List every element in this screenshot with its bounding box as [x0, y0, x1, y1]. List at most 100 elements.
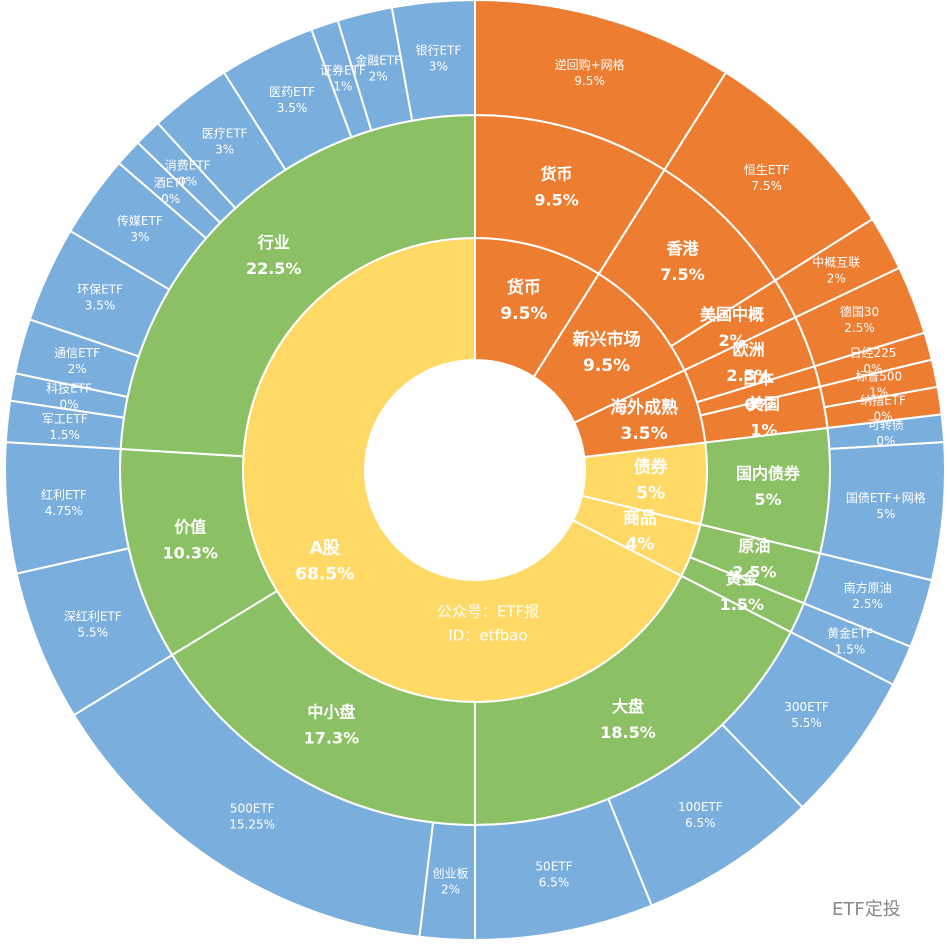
- segment-value: 68.5%: [295, 565, 354, 585]
- segment-label: 军工ETF: [42, 412, 88, 426]
- segment-label: 金融ETF: [355, 53, 401, 68]
- segment-value: 2.5%: [852, 597, 883, 611]
- segment-label: 50ETF: [535, 859, 572, 873]
- segment-value: 5.5%: [77, 626, 108, 640]
- segment-value: 6.5%: [685, 816, 716, 830]
- segment-value: 0%: [745, 395, 772, 414]
- segment-label: 原油: [738, 536, 770, 555]
- segment-label: 海外成熟: [610, 397, 678, 418]
- segment-label: 传媒ETF: [117, 213, 163, 228]
- segment-value: 18.5%: [600, 723, 656, 742]
- segment-value: 0%: [873, 410, 892, 424]
- watermark: ETF定投: [832, 899, 901, 920]
- segment-value: 2%: [369, 70, 388, 84]
- segment-label: 科技ETF: [46, 382, 92, 396]
- segment-value: 2%: [827, 271, 846, 285]
- segment-label: 医疗ETF: [202, 127, 248, 141]
- segment-label: 证券ETF: [320, 63, 366, 78]
- segment-label: 德国30: [840, 304, 879, 319]
- segment-label: 欧洲: [733, 340, 765, 359]
- segment-value: 3%: [429, 60, 448, 74]
- segment-value: 6.5%: [539, 875, 570, 889]
- segment-label: 可转债: [868, 417, 904, 432]
- segment-label: 商品: [623, 507, 657, 528]
- segment-label: 逆回购+网格: [555, 57, 625, 72]
- segment-label: 货币: [541, 165, 573, 184]
- rings: [4, 0, 946, 942]
- segment-label: 中小盘: [307, 702, 355, 721]
- segment-value: 9.5%: [583, 356, 630, 376]
- segment-value: 1%: [869, 386, 888, 400]
- center-note: ID：etfbao: [448, 627, 527, 645]
- segment-label: 货币: [507, 277, 541, 298]
- segment-label: 价值: [174, 518, 206, 537]
- segment-label: 通信ETF: [54, 346, 100, 360]
- segment-value: 7.5%: [751, 179, 782, 193]
- segment-value: 3.5%: [85, 299, 116, 313]
- segment-value: 7.5%: [660, 265, 704, 284]
- segment-label: 恒生ETF: [744, 163, 790, 177]
- segment-value: 3%: [130, 230, 149, 244]
- segment-label: 100ETF: [678, 800, 723, 814]
- segment-label: 中概互联: [812, 254, 860, 269]
- segment-value: 2.5%: [732, 562, 776, 581]
- segment-label: 黄金: [726, 569, 759, 588]
- segment-value: 22.5%: [246, 259, 302, 278]
- segment-value: 17.3%: [304, 728, 360, 747]
- segment-value: 5%: [754, 490, 781, 509]
- segment-label: 标普500: [855, 370, 902, 384]
- segment-value: 4.75%: [45, 504, 83, 518]
- segment-label: 新兴市场: [573, 329, 641, 350]
- segment-value: 5%: [636, 483, 665, 503]
- segment-value: 0%: [863, 362, 882, 376]
- segment-value: 2%: [718, 331, 745, 350]
- segment: [390, 0, 476, 122]
- segment-value: 1.5%: [49, 428, 80, 442]
- segment-value: 1%: [333, 80, 352, 94]
- segment-label: 美国中概: [700, 305, 764, 324]
- segment-value: 1%: [750, 421, 777, 440]
- center-note: 公众号：ETF报: [437, 603, 539, 621]
- segment-value: 15.25%: [229, 818, 275, 832]
- segment-value: 3.5%: [277, 101, 308, 115]
- segment-label: 香港: [666, 239, 700, 258]
- segment-label: 红利ETF: [41, 487, 87, 502]
- segment-label: 消费ETF: [165, 159, 211, 173]
- segment-label: 行业: [257, 233, 290, 252]
- segment-value: 2.5%: [844, 321, 875, 335]
- segment-value: 1.5%: [835, 642, 866, 656]
- segment-value: 1.5%: [720, 595, 764, 614]
- segment-value: 5%: [876, 507, 895, 521]
- segment-label: 酒ETF: [154, 176, 188, 190]
- segment-label: 环保ETF: [77, 283, 123, 297]
- segment-label: 黄金ETF: [827, 625, 873, 640]
- segment-value: 0%: [876, 434, 895, 448]
- segment-label: 深红利ETF: [64, 609, 122, 624]
- segment-label: 国内债券: [736, 464, 801, 483]
- segment-value: 4%: [626, 534, 655, 554]
- segment-label: 美国: [748, 395, 780, 414]
- segment-label: 国债ETF+网格: [846, 490, 926, 505]
- segment-value: 0%: [59, 398, 78, 412]
- labels: 货币 9.5% 货币 9.5% 逆回购+网格 9.5% 新兴市场 9.5% 香港 7.5% 恒生ET…: [41, 44, 926, 897]
- segment-value: 9.5%: [574, 74, 605, 88]
- segment-label: 日经225: [849, 346, 896, 360]
- segment-value: 3.5%: [620, 424, 667, 444]
- segment-label: 银行ETF: [415, 44, 461, 58]
- segment-label: 医药ETF: [269, 85, 315, 99]
- segment-label: A股: [310, 539, 340, 559]
- segment-label: 300ETF: [784, 700, 829, 714]
- segment-label: 南方原油: [844, 580, 892, 595]
- segment-value: 2%: [441, 882, 460, 896]
- segment-label: 500ETF: [230, 802, 275, 816]
- segment-value: 9.5%: [534, 191, 578, 210]
- segment-label: 债券: [634, 456, 669, 477]
- segment-label: 纳指ETF: [860, 393, 906, 408]
- segment-value: 9.5%: [500, 304, 547, 324]
- segment-value: 2.5%: [726, 366, 770, 385]
- segment-value: 0%: [161, 192, 180, 206]
- segment-label: 大盘: [612, 697, 644, 716]
- segment-value: 2%: [68, 362, 87, 376]
- segment-label: 日本: [742, 369, 774, 388]
